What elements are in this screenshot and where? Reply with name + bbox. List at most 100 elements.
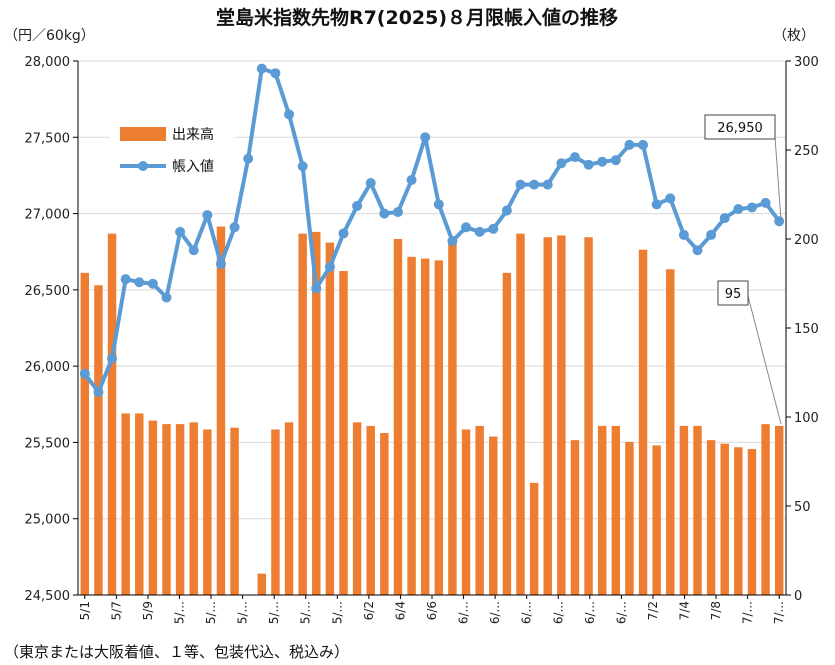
chart-title: 堂島米指数先物R7(2025)８月限帳入値の推移 bbox=[216, 6, 618, 29]
settle-point bbox=[365, 178, 376, 189]
right-tick-label: 150 bbox=[794, 322, 819, 337]
volume-bar bbox=[325, 242, 335, 595]
x-tick-label: 6/6 bbox=[425, 601, 439, 620]
volume-bar bbox=[393, 239, 403, 595]
volume-bar bbox=[625, 441, 634, 595]
volume-bar bbox=[461, 429, 471, 595]
volume-bar bbox=[107, 233, 117, 595]
x-tick-label: 7/8 bbox=[709, 601, 723, 620]
right-tick-label: 50 bbox=[794, 500, 811, 515]
legend: 出来高 帳入値 bbox=[109, 114, 236, 186]
x-tick-label: 6/... bbox=[551, 601, 565, 624]
volume-bar bbox=[557, 235, 566, 595]
settle-point bbox=[447, 236, 458, 247]
x-tick-label: 5/1 bbox=[78, 601, 92, 620]
settle-point bbox=[665, 193, 676, 204]
right-tick-label: 0 bbox=[794, 589, 802, 604]
x-tick-label: 5/7 bbox=[109, 601, 123, 620]
x-tick-label: 5/... bbox=[299, 601, 313, 624]
volume-bar bbox=[652, 445, 661, 595]
legend-settle-label: 帳入値 bbox=[172, 159, 214, 175]
settle-point bbox=[352, 200, 363, 211]
volume-bar bbox=[175, 424, 185, 595]
right-tick-label: 200 bbox=[794, 233, 819, 248]
callout-settle-box bbox=[704, 114, 776, 140]
settle-point bbox=[746, 202, 757, 213]
settle-point bbox=[229, 222, 240, 233]
settle-point bbox=[134, 277, 145, 288]
left-tick-label: 27,000 bbox=[25, 208, 71, 223]
left-tick-label: 25,000 bbox=[25, 513, 71, 528]
x-tick-label: 6/4 bbox=[393, 601, 407, 620]
volume-bar bbox=[380, 433, 389, 595]
volume-bar bbox=[734, 447, 743, 595]
volume-bar bbox=[638, 249, 648, 595]
x-tick-label: 6/... bbox=[614, 601, 628, 624]
settle-point bbox=[474, 226, 485, 237]
settle-point bbox=[107, 353, 118, 364]
volume-bar bbox=[271, 429, 280, 595]
volume-bar bbox=[774, 425, 784, 595]
settle-point bbox=[147, 278, 158, 289]
volume-bar bbox=[94, 285, 103, 595]
callout-settle: 26,950 bbox=[704, 114, 782, 221]
x-tick-label: 5/... bbox=[204, 601, 218, 624]
settle-point bbox=[719, 213, 730, 224]
settle-point bbox=[488, 223, 499, 234]
settle-point bbox=[760, 197, 771, 208]
volume-bar bbox=[80, 272, 90, 595]
callout-settle-leader bbox=[774, 136, 782, 221]
volume-bar bbox=[475, 425, 484, 595]
settle-point bbox=[379, 208, 390, 219]
settle-point bbox=[338, 228, 349, 239]
settle-point bbox=[529, 179, 540, 190]
volume-bar bbox=[230, 427, 239, 595]
volume-bar bbox=[366, 425, 375, 595]
settle-point bbox=[297, 161, 308, 172]
volume-bar bbox=[352, 422, 362, 595]
settle-point bbox=[311, 283, 322, 294]
left-tick-label: 27,500 bbox=[25, 131, 71, 146]
settle-point bbox=[79, 368, 90, 379]
volume-bar bbox=[257, 573, 267, 595]
x-tick-label: 5/... bbox=[330, 601, 344, 624]
volume-bar bbox=[747, 449, 757, 595]
left-tick-label: 26,000 bbox=[25, 360, 71, 375]
volume-bar bbox=[162, 424, 171, 595]
volume-bar bbox=[216, 226, 226, 596]
left-tick-label: 24,500 bbox=[25, 589, 71, 604]
left-tick-labels: 24,500 25,000 25,500 26,000 26,500 27,000 27,5… bbox=[25, 55, 71, 604]
x-tick-label: 7/2 bbox=[646, 601, 660, 620]
axes bbox=[73, 60, 791, 599]
settle-point bbox=[93, 387, 104, 398]
legend-volume-swatch bbox=[120, 127, 166, 141]
settle-point bbox=[515, 179, 526, 190]
x-tick-label: 6/2 bbox=[362, 601, 376, 620]
volume-bar bbox=[761, 424, 770, 595]
left-tick-label: 26,500 bbox=[25, 284, 71, 299]
settle-point bbox=[420, 132, 431, 143]
settle-point bbox=[610, 155, 621, 166]
x-tick-label: 6/... bbox=[457, 601, 471, 624]
volume-bar bbox=[189, 422, 198, 595]
right-tick-label: 100 bbox=[794, 411, 819, 426]
volume-bar bbox=[284, 422, 294, 595]
settle-point bbox=[256, 63, 267, 74]
callout-settle-text: 26,950 bbox=[717, 121, 763, 136]
settle-point bbox=[270, 68, 281, 79]
settle-point bbox=[215, 258, 226, 269]
volume-bar bbox=[312, 231, 321, 595]
settle-point bbox=[202, 210, 213, 221]
settle-point bbox=[651, 199, 662, 210]
volume-bar bbox=[570, 440, 580, 595]
left-tick-label: 28,000 bbox=[25, 55, 71, 70]
volume-bar bbox=[584, 237, 593, 595]
volume-bar bbox=[611, 425, 621, 595]
right-tick-label: 250 bbox=[794, 144, 819, 159]
x-tick-label: 5/... bbox=[172, 601, 186, 624]
x-tick-label: 7/... bbox=[741, 601, 755, 624]
volume-bar bbox=[597, 425, 607, 595]
volume-bar bbox=[339, 271, 348, 595]
